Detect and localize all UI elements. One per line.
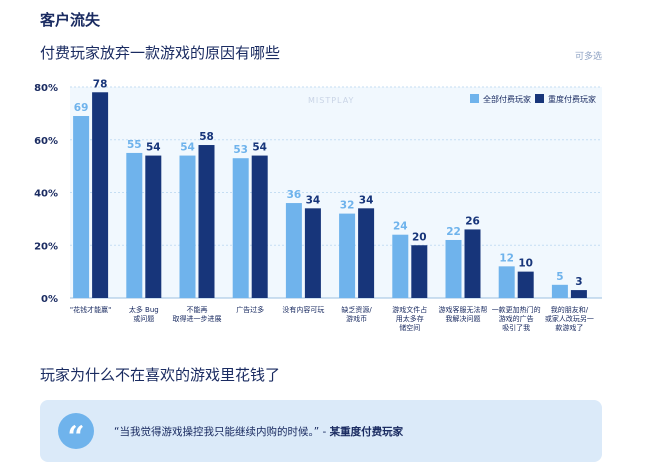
bar-value-label: 58 xyxy=(199,131,214,143)
bar-value-label: 32 xyxy=(340,200,355,212)
chart-title: 付费玩家放弃一款游戏的原因有哪些 xyxy=(40,44,281,62)
section-title: 客户流失 xyxy=(40,11,101,29)
bar xyxy=(251,155,268,298)
quote-body: “当我觉得游戏操控我只能继续内购的时候。” - xyxy=(114,426,330,438)
x-tick-label: 游戏的广告 xyxy=(499,314,534,323)
bar xyxy=(411,245,428,298)
y-tick-label: 80% xyxy=(34,83,58,94)
x-tick-label: 没有内容可玩 xyxy=(282,305,324,314)
x-tick-label: 游戏客服无法帮 xyxy=(439,305,488,314)
bar xyxy=(339,213,356,298)
bar-value-label: 53 xyxy=(233,144,248,156)
section2-title: 玩家为什么不在喜欢的游戏里花钱了 xyxy=(40,366,281,384)
bar xyxy=(73,116,90,298)
bar-value-label: 22 xyxy=(446,226,461,238)
bar-chart: 0% 20% 40% 60% 80% MISTPLAY 全部付费玩家 重度付费玩家 69 78 "花… xyxy=(34,78,602,332)
quote-card: “ “当我觉得游戏操控我只能继续内购的时候。” - 某重度付费玩家 xyxy=(40,400,602,462)
x-tick-label: "花钱才能赢" xyxy=(70,305,111,314)
x-tick-label: 或问题 xyxy=(133,314,154,323)
bar-value-label: 69 xyxy=(74,102,89,114)
bar-value-label: 54 xyxy=(180,142,195,154)
bar xyxy=(392,234,409,298)
bar-value-label: 24 xyxy=(393,221,408,233)
x-tick-label: 取得进一步进展 xyxy=(173,314,222,323)
x-tick-label: 太多 Bug xyxy=(129,305,159,314)
y-tick-label: 40% xyxy=(34,189,58,200)
x-tick-label: 我的朋友和/ xyxy=(551,305,589,314)
bar xyxy=(145,155,162,298)
y-tick-label: 60% xyxy=(34,136,58,147)
y-tick-label: 20% xyxy=(34,241,58,252)
quote-author: 某重度付费玩家 xyxy=(329,426,404,438)
bar xyxy=(517,271,534,298)
y-tick-label: 0% xyxy=(41,294,58,305)
bar-value-label: 34 xyxy=(359,194,374,206)
bar xyxy=(92,92,109,299)
bar xyxy=(232,158,249,298)
bar xyxy=(198,145,215,298)
bar-value-label: 5 xyxy=(556,271,563,283)
bar xyxy=(464,229,481,298)
bar-value-label: 54 xyxy=(146,142,161,154)
bar xyxy=(551,284,568,298)
x-tick-label: 我解决问题 xyxy=(446,314,481,323)
watermark: MISTPLAY xyxy=(308,96,354,105)
x-tick-label: 储空间 xyxy=(399,323,420,332)
bar xyxy=(304,208,321,298)
x-tick-label: 游戏文件占 xyxy=(392,305,427,314)
legend-label-0: 全部付费玩家 xyxy=(483,94,531,104)
bar xyxy=(285,203,302,298)
bar xyxy=(498,266,515,298)
bar xyxy=(570,290,587,298)
x-tick-label: 或家人改玩另一 xyxy=(545,314,594,323)
bar xyxy=(445,239,462,298)
x-tick-label: 游戏币 xyxy=(346,314,367,323)
bar-value-label: 34 xyxy=(306,194,321,206)
legend-swatch-1 xyxy=(535,94,544,103)
bar-value-label: 10 xyxy=(518,258,533,270)
bar-value-label: 20 xyxy=(412,231,427,243)
bar-value-label: 36 xyxy=(287,189,302,201)
x-tick-label: 一款更加热门的 xyxy=(492,305,541,314)
bar-value-label: 55 xyxy=(127,139,142,151)
x-tick-label: 款游戏了 xyxy=(555,323,583,332)
quote-mark-icon: “ xyxy=(58,413,94,455)
x-tick-label: 不能再 xyxy=(187,305,208,314)
bar xyxy=(126,152,143,298)
x-tick-label: 广告过多 xyxy=(236,305,264,314)
bar-value-label: 3 xyxy=(575,276,582,288)
bar xyxy=(179,155,196,298)
x-tick-label: 缺乏资源/ xyxy=(341,305,372,314)
legend-swatch-0 xyxy=(470,94,479,103)
bar xyxy=(358,208,375,298)
bar-value-label: 26 xyxy=(465,215,480,227)
x-tick-label: 用太多存 xyxy=(396,314,424,323)
legend-label-1: 重度付费玩家 xyxy=(548,94,596,104)
multi-select-note: 可多选 xyxy=(574,52,602,62)
x-tick-label: 吸引了我 xyxy=(502,323,530,332)
bar-value-label: 78 xyxy=(93,78,108,90)
bar-value-label: 12 xyxy=(499,252,514,264)
quote-text: “当我觉得游戏操控我只能继续内购的时候。” - 某重度付费玩家 xyxy=(114,424,403,439)
bar-value-label: 54 xyxy=(252,142,267,154)
